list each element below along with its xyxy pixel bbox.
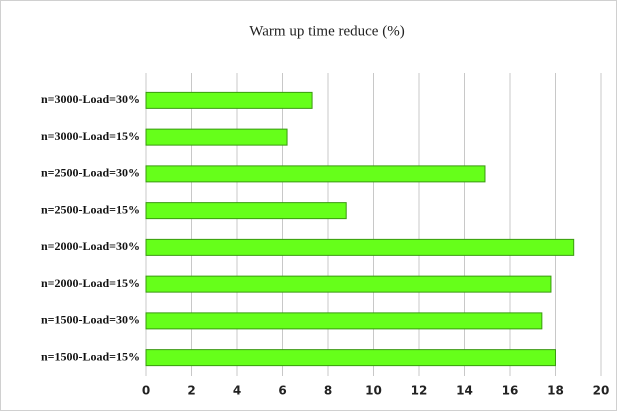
x-tick-label: 4 (233, 384, 241, 398)
bar (145, 349, 556, 367)
bar (145, 128, 288, 146)
y-tick-label: n=2000-Load=30% (41, 239, 140, 253)
y-tick-label: n=3000-Load=15% (41, 129, 140, 143)
y-tick-label: n=1500-Load=15% (41, 349, 140, 363)
y-tick-label: n=2000-Load=15% (41, 276, 140, 290)
bar (145, 238, 575, 256)
x-tick-label: 10 (365, 384, 382, 398)
y-tick-label: n=1500-Load=30% (41, 313, 140, 327)
bar (145, 275, 552, 293)
x-tick-label: 0 (142, 384, 150, 398)
x-tick-label: 2 (187, 384, 195, 398)
x-tick-label: 16 (502, 384, 519, 398)
y-tick-label: n=2500-Load=30% (41, 166, 140, 180)
y-tick-label: n=2500-Load=15% (41, 202, 140, 216)
bar (145, 202, 347, 220)
chart-title: Warm up time reduce (%) (249, 23, 404, 39)
x-tick-label: 8 (324, 384, 332, 398)
bar (145, 165, 486, 183)
bar (145, 312, 543, 330)
x-tick-label: 12 (411, 384, 428, 398)
y-tick-label: n=3000-Load=30% (41, 92, 140, 106)
x-tick-label: 20 (593, 384, 610, 398)
x-tick-label: 18 (547, 384, 564, 398)
x-tick-label: 6 (278, 384, 286, 398)
x-tick-label: 14 (456, 384, 473, 398)
bar (145, 91, 313, 109)
